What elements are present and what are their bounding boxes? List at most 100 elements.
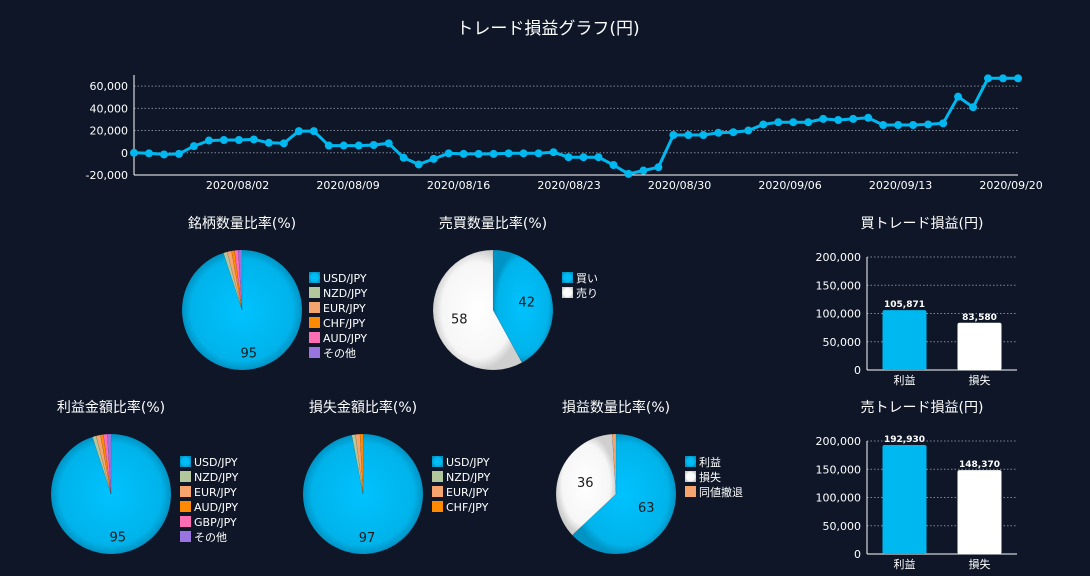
- legend-swatch: [562, 287, 573, 298]
- cumulative-pnl-point: [729, 128, 738, 137]
- legend-label: AUD/JPY: [194, 501, 238, 514]
- legend-label: その他: [194, 531, 227, 544]
- bar-chart-title: 買トレード損益(円): [861, 216, 984, 232]
- bar-category-label: 損失: [969, 373, 991, 387]
- bar-value-label: 83,580: [962, 313, 997, 323]
- legend-label: 買い: [576, 272, 598, 285]
- main-chart-title: トレード損益グラフ(円): [456, 19, 639, 39]
- cumulative-pnl-point: [219, 136, 228, 144]
- cumulative-pnl-point: [609, 161, 618, 169]
- cumulative-pnl-point: [759, 120, 768, 129]
- cumulative-pnl-point: [534, 149, 543, 158]
- bar-y-tick-label: 50,000: [823, 336, 862, 349]
- bar-rect: [957, 470, 1002, 554]
- cumulative-pnl-point: [834, 116, 843, 124]
- cumulative-pnl-point: [909, 121, 918, 129]
- legend-label: 損失: [699, 470, 721, 484]
- legend-swatch: [309, 347, 320, 358]
- legend-label: EUR/JPY: [194, 486, 237, 499]
- legend-label: CHF/JPY: [323, 317, 366, 330]
- pie-value-label: 58: [451, 313, 468, 328]
- bar-y-tick-label: 100,000: [816, 308, 862, 321]
- cumulative-pnl-point: [489, 149, 498, 158]
- legend-label: USD/JPY: [194, 456, 238, 469]
- cumulative-pnl-point: [879, 121, 888, 129]
- cumulative-pnl-point: [279, 139, 288, 148]
- cumulative-pnl-point: [204, 136, 213, 145]
- loss-amount-pie-chart: 損失金額比率(%) 97 USD/JPY NZD/JPY EUR/JPY CHF/JPY: [302, 399, 491, 555]
- pie-value-label: 95: [109, 531, 126, 546]
- legend-swatch: [432, 486, 443, 497]
- legend-swatch: [180, 471, 191, 482]
- cumulative-pnl-point: [924, 120, 933, 129]
- pie-value-label: 97: [359, 531, 376, 546]
- cumulative-pnl-point: [744, 126, 753, 135]
- pie-slice: [238, 249, 243, 311]
- pie-value-label: 36: [577, 476, 594, 491]
- legend-swatch: [180, 531, 191, 542]
- legend-swatch: [685, 456, 696, 467]
- cumulative-pnl-point: [369, 141, 378, 149]
- cumulative-pnl-point: [684, 131, 693, 139]
- legend-swatch: [309, 287, 320, 298]
- cumulative-pnl-point: [459, 149, 468, 158]
- legend-label: CHF/JPY: [446, 501, 489, 514]
- cumulative-pnl-point: [264, 138, 273, 147]
- legend-label: USD/JPY: [323, 272, 367, 285]
- cumulative-pnl-point: [804, 118, 813, 127]
- legend-label: 同値撤退: [699, 485, 743, 499]
- pie-title: 損益数量比率(%): [562, 399, 670, 416]
- bar-y-tick-label: 50,000: [823, 520, 862, 533]
- line-x-tick-label: 2020/08/02: [206, 179, 269, 192]
- pie-slice: [231, 250, 243, 311]
- pie-slice: [359, 433, 364, 495]
- line-x-tick-label: 2020/08/30: [648, 179, 711, 192]
- legend-swatch: [309, 332, 320, 343]
- cumulative-pnl-point: [384, 139, 393, 148]
- line-y-tick-label: 20,000: [90, 125, 129, 138]
- legend-label: USD/JPY: [446, 456, 490, 469]
- cumulative-pnl-point: [564, 153, 573, 162]
- bar-rect: [957, 322, 1002, 370]
- bar-rect: [882, 444, 927, 554]
- cumulative-pnl-point: [714, 128, 723, 137]
- bar-y-tick-label: 150,000: [816, 279, 862, 292]
- bar-value-label: 192,930: [884, 435, 925, 445]
- legend-swatch: [180, 486, 191, 497]
- cumulative-pnl-point: [294, 127, 303, 136]
- legend-swatch: [309, 302, 320, 313]
- cumulative-pnl-point: [954, 92, 963, 101]
- cumulative-pnl-point: [669, 131, 678, 139]
- symbol-quantity-pie-chart: 銘柄数量比率(%) 95 USD/JPY NZD/JPY EUR/JPY CHF/JPY A…: [181, 215, 368, 371]
- cumulative-pnl-point: [864, 113, 873, 122]
- pie-title: 銘柄数量比率(%): [188, 215, 296, 232]
- cumulative-pnl-point: [594, 153, 603, 162]
- cumulative-pnl-point: [414, 160, 423, 169]
- pie-slice: [492, 249, 554, 363]
- cumulative-pnl-point: [579, 153, 588, 162]
- legend-label: AUD/JPY: [323, 332, 367, 345]
- cumulative-pnl-point: [819, 114, 828, 123]
- line-y-tick-label: 60,000: [90, 80, 129, 93]
- pie-slice: [103, 433, 112, 495]
- legend-label: NZD/JPY: [446, 471, 491, 484]
- bar-value-label: 148,370: [959, 460, 1000, 470]
- cumulative-pnl-point: [429, 154, 438, 163]
- pie-slice: [226, 250, 243, 311]
- pie-slice: [555, 433, 617, 536]
- cumulative-pnl-point: [639, 166, 648, 175]
- pie-slice: [92, 435, 112, 495]
- line-x-tick-label: 2020/09/20: [979, 179, 1042, 192]
- bar-category-label: 利益: [894, 373, 916, 387]
- line-y-tick-label: 40,000: [90, 102, 129, 115]
- cumulative-pnl-point: [984, 74, 993, 83]
- pie-slice: [107, 433, 112, 495]
- profit-amount-pie-chart: 利益金額比率(%) 95 USD/JPY NZD/JPY EUR/JPY AUD/JPY G…: [50, 399, 239, 555]
- bar-y-tick-label: 0: [854, 548, 861, 561]
- line-x-tick-label: 2020/08/16: [427, 179, 490, 192]
- bar-chart-title: 売トレード損益(円): [861, 400, 984, 416]
- cumulative-pnl-point: [174, 149, 183, 158]
